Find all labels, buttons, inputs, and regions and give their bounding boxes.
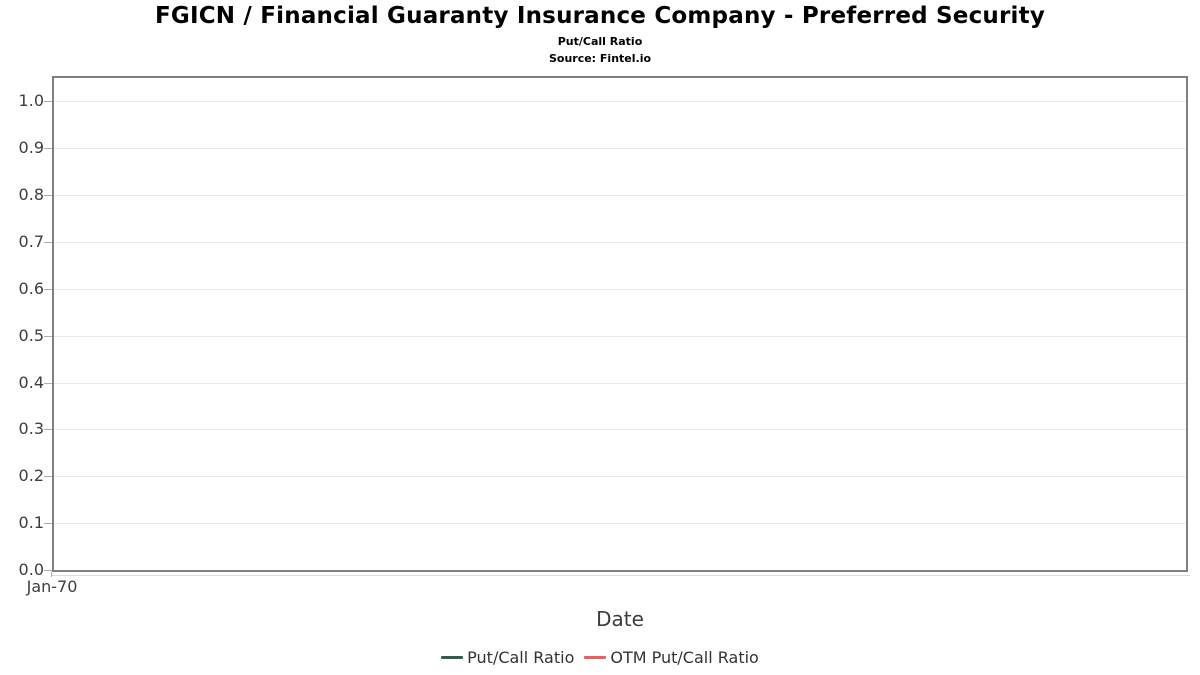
y-axis-tick-label: 0.3 (18, 419, 44, 438)
y-tick-mark (44, 570, 52, 571)
y-tick-mark (44, 429, 52, 430)
chart-source: Source: Fintel.io (548, 52, 652, 65)
legend-item-put-call-ratio[interactable]: Put/Call Ratio (441, 648, 574, 667)
legend-line-marker (441, 656, 464, 659)
y-axis-tick-label: 0.9 (18, 138, 44, 157)
gridline (54, 195, 1186, 196)
gridline (54, 476, 1186, 477)
legend-item-otm-put-call-ratio[interactable]: OTM Put/Call Ratio (584, 648, 759, 667)
legend-label: Put/Call Ratio (467, 648, 575, 667)
y-tick-mark (44, 523, 52, 524)
y-tick-mark (44, 383, 52, 384)
y-tick-mark (44, 476, 52, 477)
y-axis-tick-label: 0.6 (18, 279, 44, 298)
y-tick-mark (44, 148, 52, 149)
x-axis-baseline (52, 575, 1190, 576)
chart-subtitle: Put/Call Ratio (557, 35, 643, 48)
x-tick-mark (51, 572, 52, 577)
gridline (54, 101, 1186, 102)
chart-title: FGICN / Financial Guaranty Insurance Com… (154, 3, 1046, 29)
y-tick-mark (44, 195, 52, 196)
gridline (54, 336, 1186, 337)
y-axis-tick-label: 0.4 (18, 373, 44, 392)
y-axis-tick-label: 1.0 (18, 91, 44, 110)
plot-area (52, 76, 1188, 572)
y-axis-tick-label: 0.1 (18, 513, 44, 532)
gridline (54, 148, 1186, 149)
legend-label: OTM Put/Call Ratio (610, 648, 759, 667)
y-tick-mark (44, 242, 52, 243)
gridline (54, 429, 1186, 430)
gridline (54, 383, 1186, 384)
legend: Put/Call Ratio OTM Put/Call Ratio (0, 648, 1200, 667)
y-tick-mark (44, 289, 52, 290)
gridline (54, 523, 1186, 524)
legend-line-marker (584, 656, 607, 659)
gridline (54, 289, 1186, 290)
y-axis-tick-label: 0.7 (18, 232, 44, 251)
gridline (54, 242, 1186, 243)
y-axis-tick-label: 0.2 (18, 466, 44, 485)
y-axis-tick-label: 0.5 (18, 326, 44, 345)
y-axis-tick-label: 0.8 (18, 185, 44, 204)
x-axis-title: Date (596, 607, 644, 631)
x-axis-tick-label: Jan-70 (26, 577, 78, 596)
y-tick-mark (44, 101, 52, 102)
y-axis-tick-label: 0.0 (18, 560, 44, 579)
y-tick-mark (44, 336, 52, 337)
